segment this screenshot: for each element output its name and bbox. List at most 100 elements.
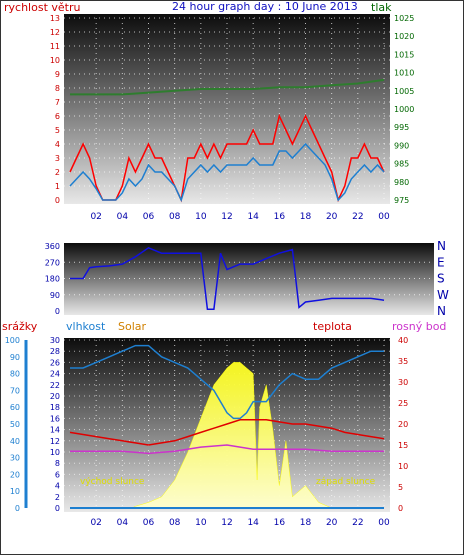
rain-tick-label: 10 bbox=[10, 487, 20, 496]
wind-series bbox=[69, 78, 385, 203]
temperature-tick-label: 35 bbox=[398, 357, 408, 366]
rain-tick-label: 80 bbox=[10, 370, 20, 379]
pressure-tick-label: 975 bbox=[394, 196, 409, 205]
x-tick-label: 06 bbox=[143, 212, 155, 222]
x-tick-label: 10 bbox=[195, 518, 207, 528]
humidity-line bbox=[70, 344, 384, 420]
wind-tick-label: 6 bbox=[55, 112, 60, 121]
wind-tick-label: 13 bbox=[50, 14, 60, 23]
rain-axis-label: srážky bbox=[2, 320, 38, 333]
pressure-tick-label: 980 bbox=[394, 178, 409, 187]
wind-average-line bbox=[69, 142, 385, 203]
x-tick-label: 12 bbox=[221, 518, 232, 528]
x-tick-label: 02 bbox=[90, 212, 101, 222]
wind-gust-line bbox=[69, 113, 385, 203]
wind-tick-label: 3 bbox=[55, 154, 60, 163]
rain-tick-label: 0 bbox=[15, 504, 20, 513]
solar-area bbox=[131, 362, 332, 509]
wind-tick-label: 11 bbox=[50, 42, 60, 51]
solar-tick-label: 22 bbox=[50, 381, 60, 390]
x-tick-label: 04 bbox=[117, 212, 129, 222]
solar-tick-label: 6 bbox=[55, 470, 60, 479]
pressure-tick-label: 1010 bbox=[394, 69, 414, 78]
solar-tick-label: 2 bbox=[55, 493, 60, 502]
pressure-tick-label: 985 bbox=[394, 160, 409, 169]
pressure-tick-label: 1025 bbox=[394, 14, 414, 23]
temperature-tick-label: 0 bbox=[398, 504, 403, 513]
wind-axis-label: rychlost větru bbox=[4, 1, 80, 14]
temperature-tick-label: 25 bbox=[398, 399, 408, 408]
rain-tick-label: 50 bbox=[10, 420, 20, 429]
wind-tick-label: 1 bbox=[55, 182, 60, 191]
climate-axes: 0102030405060708090100024681012141618202… bbox=[5, 336, 408, 528]
rain-tick-label: 20 bbox=[10, 470, 20, 479]
x-tick-label: 22 bbox=[352, 212, 363, 222]
wind-tick-label: 4 bbox=[55, 140, 60, 149]
wind-axes: 0123456789101112139759809859909951000100… bbox=[50, 14, 415, 222]
temperature-axis-label: teplota bbox=[313, 320, 352, 333]
temperature-tick-label: 30 bbox=[398, 378, 408, 387]
temperature-tick-label: 5 bbox=[398, 483, 403, 492]
temperature-line bbox=[69, 419, 385, 446]
x-tick-label: 16 bbox=[274, 212, 286, 222]
rain-tick-label: 70 bbox=[10, 386, 20, 395]
sunrise-label: východ slunce bbox=[80, 477, 145, 487]
x-tick-label: 12 bbox=[221, 212, 232, 222]
temperature-tick-label: 40 bbox=[398, 336, 408, 345]
compass-label: W bbox=[437, 288, 449, 302]
x-tick-label: 00 bbox=[378, 212, 390, 222]
direction-tick-label: 180 bbox=[45, 275, 60, 284]
wind-tick-label: 9 bbox=[55, 70, 60, 79]
pressure-tick-label: 1000 bbox=[394, 105, 414, 114]
temperature-tick-label: 15 bbox=[398, 441, 408, 450]
solar-tick-label: 20 bbox=[50, 392, 60, 401]
pressure-tick-label: 1020 bbox=[394, 32, 414, 41]
pressure-tick-label: 995 bbox=[394, 123, 409, 132]
solar-tick-label: 10 bbox=[50, 448, 60, 457]
solar-axis-label: Solar bbox=[118, 320, 147, 333]
wind-tick-label: 0 bbox=[55, 196, 60, 205]
direction-series bbox=[70, 246, 385, 310]
solar-tick-label: 12 bbox=[50, 437, 60, 446]
wind-direction-line bbox=[70, 246, 385, 310]
x-tick-label: 00 bbox=[378, 518, 390, 528]
climate-series bbox=[69, 344, 385, 509]
x-tick-label: 02 bbox=[90, 518, 101, 528]
rain-tick-label: 40 bbox=[10, 437, 20, 446]
temperature-tick-label: 10 bbox=[398, 462, 408, 471]
wind-tick-label: 2 bbox=[55, 168, 60, 177]
pressure-axis-label: tlak bbox=[371, 1, 392, 14]
pressure-tick-label: 1005 bbox=[394, 87, 414, 96]
chart-title: 24 hour graph day : 10 June 2013 bbox=[172, 0, 358, 13]
compass-label: E bbox=[437, 255, 445, 269]
x-tick-label: 06 bbox=[143, 518, 155, 528]
direction-axes: 0 N 90 W 180 S 270 E 360 N bbox=[45, 239, 449, 318]
solar-tick-label: 26 bbox=[50, 358, 60, 367]
wind-tick-label: 7 bbox=[55, 98, 60, 107]
compass-label: N bbox=[437, 304, 446, 318]
solar-tick-label: 28 bbox=[50, 347, 60, 356]
rain-tick-label: 30 bbox=[10, 454, 20, 463]
x-tick-label: 08 bbox=[169, 212, 181, 222]
wind-grid bbox=[64, 17, 390, 200]
solar-tick-label: 16 bbox=[50, 414, 60, 423]
x-tick-label: 20 bbox=[326, 212, 338, 222]
pressure-tick-label: 990 bbox=[394, 141, 409, 150]
compass-label: S bbox=[437, 272, 445, 286]
x-tick-label: 20 bbox=[326, 518, 338, 528]
direction-tick-label: 0 bbox=[55, 307, 60, 316]
dewpoint-line bbox=[70, 444, 384, 455]
direction-tick-label: 90 bbox=[50, 291, 60, 300]
compass-label: N bbox=[437, 239, 446, 253]
rain-tick-label: 90 bbox=[10, 353, 20, 362]
x-tick-label: 08 bbox=[169, 518, 181, 528]
temperature-tick-label: 20 bbox=[398, 420, 408, 429]
pressure-line bbox=[70, 78, 385, 96]
sunset-label: západ slunce bbox=[316, 477, 376, 487]
direction-tick-label: 270 bbox=[45, 258, 60, 267]
x-tick-label: 22 bbox=[352, 518, 363, 528]
x-tick-label: 18 bbox=[300, 212, 312, 222]
solar-tick-label: 0 bbox=[55, 504, 60, 513]
x-tick-label: 18 bbox=[300, 518, 312, 528]
solar-tick-label: 30 bbox=[50, 336, 60, 345]
